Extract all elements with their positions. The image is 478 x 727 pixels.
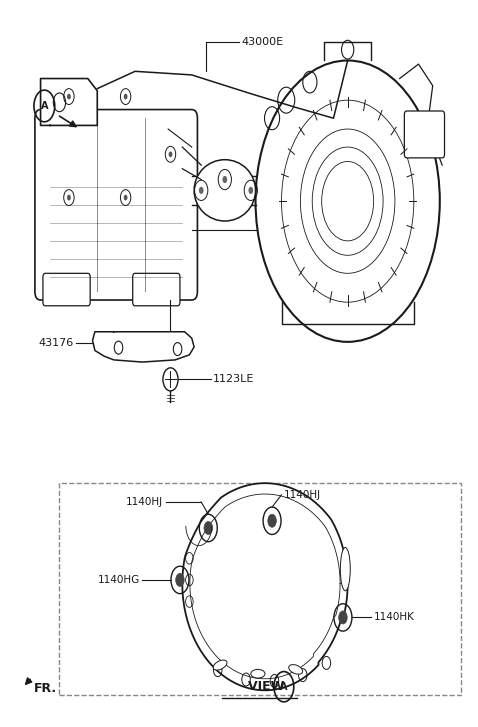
Text: 43176: 43176	[38, 338, 74, 348]
FancyBboxPatch shape	[133, 273, 180, 306]
Text: 43000E: 43000E	[241, 38, 283, 47]
Polygon shape	[41, 79, 97, 126]
Text: 1140HJ: 1140HJ	[126, 497, 163, 507]
Text: 1140HG: 1140HG	[98, 575, 140, 585]
Circle shape	[67, 94, 71, 100]
Ellipse shape	[251, 670, 265, 678]
Circle shape	[67, 195, 71, 201]
Circle shape	[169, 151, 173, 157]
Circle shape	[124, 94, 128, 100]
Circle shape	[339, 611, 347, 624]
Circle shape	[204, 521, 213, 534]
Ellipse shape	[289, 664, 303, 674]
Text: 1140HK: 1140HK	[374, 612, 414, 622]
Ellipse shape	[213, 660, 227, 670]
Circle shape	[249, 187, 253, 194]
Circle shape	[176, 574, 184, 587]
Text: VIEW: VIEW	[249, 680, 289, 694]
Bar	[59, 483, 461, 695]
FancyBboxPatch shape	[43, 273, 90, 306]
Text: 1140HJ: 1140HJ	[284, 490, 321, 499]
Ellipse shape	[194, 160, 256, 221]
Circle shape	[268, 514, 276, 527]
Text: 1123LE: 1123LE	[213, 374, 254, 385]
Text: FR.: FR.	[33, 682, 56, 695]
FancyBboxPatch shape	[35, 110, 197, 300]
Circle shape	[222, 176, 227, 183]
Circle shape	[199, 187, 204, 194]
FancyBboxPatch shape	[404, 111, 445, 158]
Circle shape	[124, 195, 128, 201]
Ellipse shape	[340, 547, 350, 591]
Polygon shape	[93, 332, 194, 362]
Text: A: A	[280, 682, 288, 691]
Polygon shape	[182, 483, 348, 691]
Text: A: A	[41, 101, 48, 111]
